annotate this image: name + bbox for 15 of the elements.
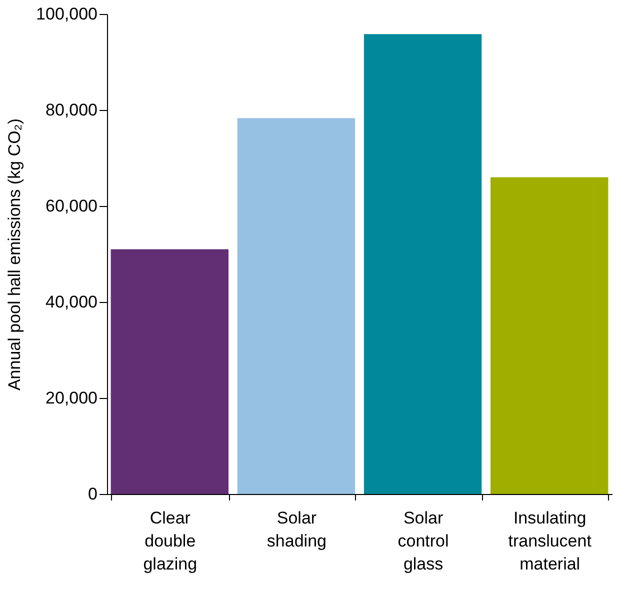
bar bbox=[364, 34, 482, 494]
y-tick-label: 20,000 bbox=[46, 388, 98, 408]
x-tick-label: Solar shading bbox=[266, 508, 326, 550]
y-axis-title: Annual pool hall emissions (kg CO₂) bbox=[5, 118, 24, 391]
x-tick-label: Solar control glass bbox=[398, 508, 449, 574]
bar bbox=[237, 118, 356, 494]
y-tick-label: 80,000 bbox=[46, 100, 98, 120]
x-tick-label: Clear double glazing bbox=[143, 508, 198, 574]
x-tick-label: Insulating translucent material bbox=[508, 508, 592, 574]
bar bbox=[490, 177, 608, 494]
y-tick-label: 100,000 bbox=[36, 4, 98, 24]
y-tick-label: 60,000 bbox=[46, 196, 98, 216]
y-tick-label: 0 bbox=[88, 484, 98, 504]
y-tick-label: 40,000 bbox=[46, 292, 98, 312]
bar bbox=[110, 249, 229, 494]
